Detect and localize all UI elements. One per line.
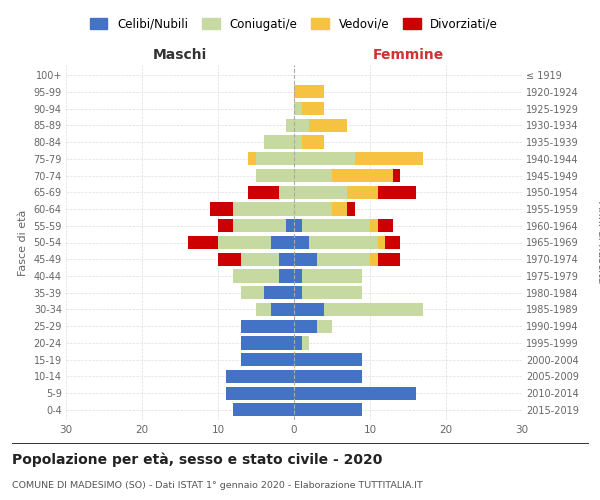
Text: Popolazione per età, sesso e stato civile - 2020: Popolazione per età, sesso e stato civil…: [12, 452, 382, 467]
Bar: [271, 303, 294, 316]
Bar: [294, 186, 347, 199]
Bar: [233, 404, 294, 416]
Bar: [286, 219, 294, 232]
Legend: Celibi/Nubili, Coniugati/e, Vedovi/e, Divorziati/e: Celibi/Nubili, Coniugati/e, Vedovi/e, Di…: [90, 18, 498, 30]
Text: COMUNE DI MADESIMO (SO) - Dati ISTAT 1° gennaio 2020 - Elaborazione TUTTITALIA.I: COMUNE DI MADESIMO (SO) - Dati ISTAT 1° …: [12, 481, 423, 490]
Bar: [294, 270, 302, 282]
Y-axis label: Fasce di età: Fasce di età: [18, 210, 28, 276]
Bar: [347, 186, 377, 199]
Bar: [218, 252, 241, 266]
Bar: [377, 186, 416, 199]
Bar: [211, 202, 233, 215]
Bar: [309, 119, 347, 132]
Bar: [355, 152, 423, 166]
Bar: [385, 236, 400, 249]
Bar: [377, 252, 400, 266]
Bar: [294, 202, 332, 215]
Text: Maschi: Maschi: [153, 48, 207, 62]
Bar: [241, 353, 294, 366]
Bar: [241, 336, 294, 349]
Bar: [233, 202, 294, 215]
Bar: [226, 370, 294, 383]
Bar: [332, 169, 393, 182]
Bar: [263, 286, 294, 300]
Bar: [302, 270, 362, 282]
Bar: [248, 186, 279, 199]
Y-axis label: Anni di nascita: Anni di nascita: [596, 201, 600, 284]
Bar: [241, 320, 294, 333]
Bar: [317, 252, 370, 266]
Bar: [248, 152, 256, 166]
Bar: [263, 136, 294, 148]
Bar: [317, 320, 332, 333]
Bar: [241, 252, 279, 266]
Bar: [286, 119, 294, 132]
Bar: [294, 404, 362, 416]
Bar: [294, 219, 302, 232]
Bar: [347, 202, 355, 215]
Bar: [294, 236, 309, 249]
Bar: [233, 219, 286, 232]
Bar: [332, 202, 347, 215]
Bar: [302, 136, 325, 148]
Bar: [393, 169, 400, 182]
Bar: [294, 386, 416, 400]
Bar: [294, 353, 362, 366]
Bar: [256, 152, 294, 166]
Bar: [377, 219, 393, 232]
Bar: [370, 252, 377, 266]
Bar: [279, 252, 294, 266]
Bar: [241, 286, 263, 300]
Bar: [226, 386, 294, 400]
Bar: [325, 303, 423, 316]
Bar: [294, 169, 332, 182]
Bar: [294, 336, 302, 349]
Bar: [271, 236, 294, 249]
Bar: [294, 286, 302, 300]
Bar: [294, 303, 325, 316]
Bar: [377, 236, 385, 249]
Bar: [294, 152, 355, 166]
Bar: [294, 370, 362, 383]
Bar: [188, 236, 218, 249]
Bar: [294, 252, 317, 266]
Bar: [218, 236, 271, 249]
Bar: [294, 320, 317, 333]
Bar: [294, 136, 302, 148]
Bar: [309, 236, 377, 249]
Bar: [302, 286, 362, 300]
Bar: [279, 270, 294, 282]
Bar: [256, 169, 294, 182]
Bar: [302, 102, 325, 115]
Bar: [279, 186, 294, 199]
Bar: [302, 336, 309, 349]
Bar: [294, 86, 325, 98]
Bar: [233, 270, 279, 282]
Bar: [294, 102, 302, 115]
Text: Femmine: Femmine: [373, 48, 443, 62]
Bar: [302, 219, 370, 232]
Bar: [370, 219, 377, 232]
Bar: [218, 219, 233, 232]
Bar: [294, 119, 309, 132]
Bar: [256, 303, 271, 316]
